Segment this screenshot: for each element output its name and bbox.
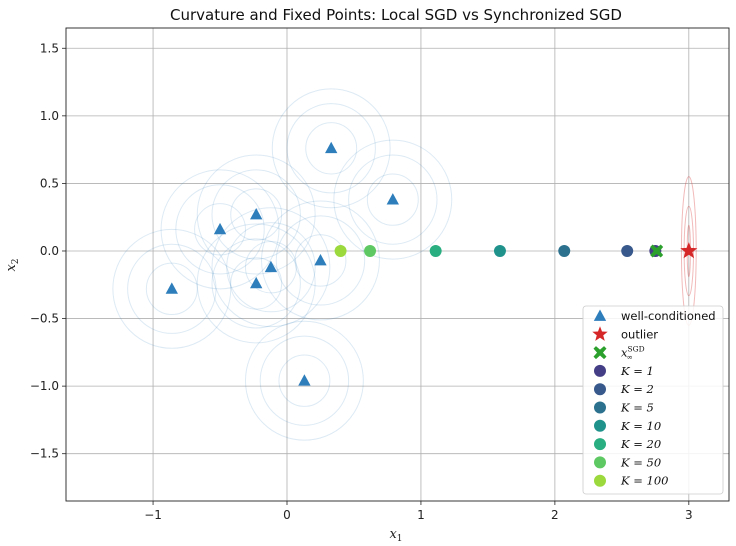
well-conditioned-marker [213,222,227,235]
legend-label: K = 100 [620,474,669,488]
well-conditioned-contour [333,139,453,260]
k-fixed-point-marker [621,244,634,257]
well-conditioned-contour [211,238,301,329]
legend-label: K = 2 [620,382,654,396]
legend-marker [594,456,606,469]
well-conditioned-contour [348,154,438,245]
well-conditioned-contour [275,215,366,306]
sgd-fixed-point-marker [650,244,664,258]
well-conditioned-contour [145,262,198,316]
well-conditioned-contour [271,88,391,209]
well-conditioned-contour [230,188,283,241]
well-conditioned-marker [314,253,327,266]
well-conditioned-contour [230,257,283,310]
legend-marker [593,309,607,321]
outlier-marker [680,241,698,259]
legend-marker [594,474,606,487]
y-tick-label: −1.0 [30,379,59,393]
well-conditioned-marker [386,193,399,205]
well-conditioned-marker [165,282,178,294]
x-tick-label: 0 [283,508,291,522]
well-conditioned-marker [298,374,311,386]
y-tick-label: −1.5 [30,447,59,461]
legend-label: well-conditioned [621,309,716,323]
y-tick-label: −0.5 [30,312,59,326]
well-conditioned-contour [244,320,364,441]
y-tick-label: 1.5 [40,41,59,55]
legend-label: K = 10 [620,419,661,433]
x-axis-label: x1 [389,527,402,544]
well-conditioned-contour [160,169,280,290]
well-conditioned-contour [175,184,265,275]
well-conditioned-contour [305,122,358,175]
well-conditioned-contour [112,228,232,349]
well-conditioned-contour [196,154,316,275]
legend-label: K = 1 [620,364,654,378]
well-conditioned-contour [366,173,419,226]
legend-marker [594,364,606,377]
y-tick-label: 1.0 [40,109,59,123]
y-tick-label: 0.0 [40,244,59,258]
legend-marker [594,438,606,451]
x-tick-label: 1 [417,508,425,522]
marker-layer [165,141,698,386]
legend-marker [594,401,606,414]
legend-marker [592,326,608,341]
well-conditioned-contour [196,223,316,344]
plot-frame [65,27,730,502]
well-conditioned-contour [211,169,301,260]
well-conditioned-contour [194,203,246,256]
contour-layer [112,88,697,441]
well-conditioned-contour [286,103,376,194]
well-conditioned-marker [250,276,263,289]
well-conditioned-marker [325,141,338,154]
well-conditioned-marker [250,207,263,220]
x-tick-label: −1 [144,508,162,522]
legend-marker [593,346,607,360]
legend-marker [594,383,606,396]
legend-label: K = 20 [620,437,661,451]
legend-label: xSGD ∞ [621,345,645,362]
legend-label: outlier [621,327,658,341]
axis-ticks: −1 0 1 2 3 −1.5 −1.0 −0.5 0.0 0.5 1.0 1.5 [30,41,693,522]
well-conditioned-contour [226,222,316,313]
k-fixed-point-marker [558,244,571,257]
legend-label: K = 5 [620,401,654,415]
y-tick-label: 0.5 [40,176,59,190]
k-fixed-point-marker [429,244,442,257]
chart-title: Curvature and Fixed Points: Local SGD vs… [170,6,622,24]
well-conditioned-contour [294,234,347,287]
well-conditioned-contour [127,243,217,334]
legend-marker [594,419,606,432]
well-conditioned-contour [244,241,297,294]
grid [66,28,729,501]
well-conditioned-marker [264,260,278,273]
well-conditioned-contour [261,200,380,321]
y-axis-label: x2 [4,258,21,271]
x-tick-label: 2 [551,508,559,522]
legend-box [582,305,724,495]
k-fixed-point-marker [364,244,377,257]
legend-label: K = 50 [620,455,661,469]
k-fixed-point-marker [334,244,347,257]
x-tick-label: 3 [685,508,693,522]
well-conditioned-contour [278,354,331,407]
legend: well-conditioned outlier xSGD ∞ K = 1 K = 2 K … [582,305,724,495]
well-conditioned-contour [259,335,350,426]
well-conditioned-contour [211,207,331,328]
k-fixed-point-marker [493,244,506,257]
